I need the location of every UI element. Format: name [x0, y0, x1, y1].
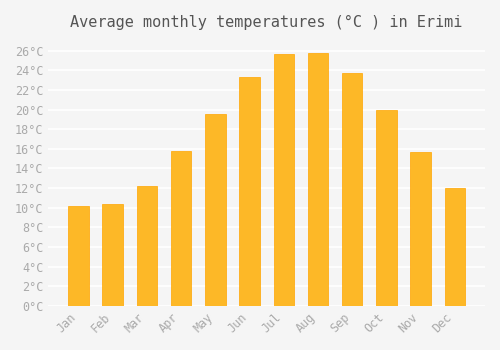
Bar	[444, 188, 465, 306]
Bar	[342, 73, 362, 306]
Title: Average monthly temperatures (°C ) in Erimi: Average monthly temperatures (°C ) in Er…	[70, 15, 463, 30]
Bar	[410, 152, 431, 306]
Bar	[376, 110, 396, 306]
Bar	[205, 114, 226, 306]
Bar	[136, 186, 157, 306]
Bar	[171, 151, 192, 306]
Bar	[308, 53, 328, 306]
Bar	[240, 77, 260, 306]
Bar	[102, 204, 123, 306]
Bar	[68, 206, 88, 306]
Bar	[274, 54, 294, 306]
